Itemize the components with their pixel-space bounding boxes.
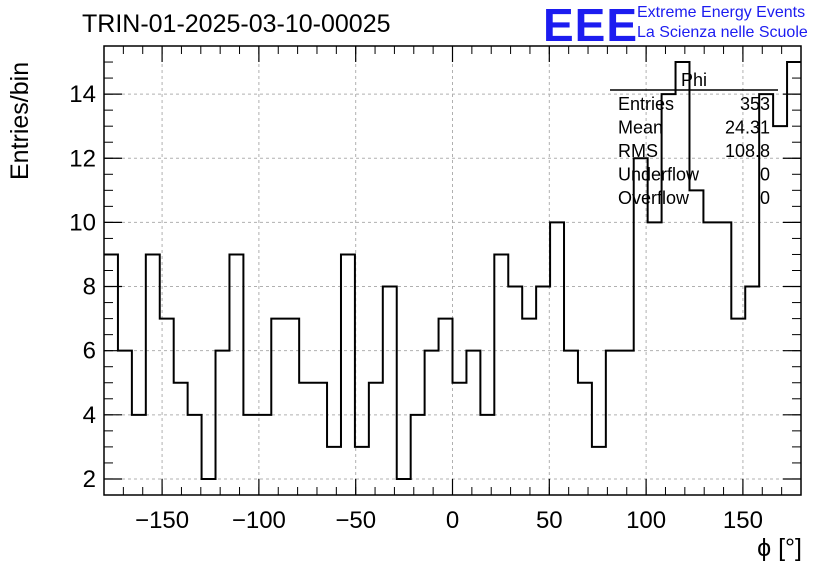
- y-tick-label: 12: [69, 145, 96, 172]
- x-tick-label: 50: [536, 507, 563, 534]
- x-tick-label: 100: [626, 507, 666, 534]
- stats-label: Overflow: [618, 188, 690, 208]
- stats-label: Entries: [618, 94, 674, 114]
- stats-label: Underflow: [618, 165, 700, 185]
- stats-box-title: Phi: [681, 70, 707, 90]
- logo-line-2: La Scienza nelle Scuole: [637, 24, 808, 41]
- x-tick-label: 150: [723, 507, 763, 534]
- x-axis-label: ϕ [°]: [757, 534, 802, 562]
- y-tick-label: 6: [83, 338, 96, 365]
- x-tick-label: −50: [335, 507, 376, 534]
- stats-value: 353: [740, 94, 770, 114]
- x-tick-label: −150: [135, 507, 189, 534]
- y-tick-label: 2: [83, 466, 96, 493]
- histogram-step-line: [104, 61, 801, 480]
- stats-value: 24.31: [725, 118, 770, 138]
- stats-value: 0: [760, 188, 770, 208]
- y-tick-label: 4: [83, 402, 96, 429]
- stats-value: 108.8: [725, 141, 770, 161]
- eee-logo: EEE: [543, 0, 639, 51]
- stats-label: RMS: [618, 141, 658, 161]
- stats-label: Mean: [618, 118, 663, 138]
- y-tick-label: 8: [83, 274, 96, 301]
- y-axis-label: Entries/bin: [6, 61, 34, 180]
- y-tick-label: 14: [69, 81, 96, 108]
- y-tick-label: 10: [69, 209, 96, 236]
- x-tick-label: −100: [232, 507, 286, 534]
- chart-title: TRIN-01-2025-03-10-00025: [82, 10, 391, 38]
- logo-line-1: Extreme Energy Events: [637, 4, 806, 21]
- stats-box: Phi Entries 353 Mean 24.31 RMS 108.8 Underflow…: [610, 70, 778, 208]
- x-tick-label: 0: [446, 507, 459, 534]
- stats-value: 0: [760, 165, 770, 185]
